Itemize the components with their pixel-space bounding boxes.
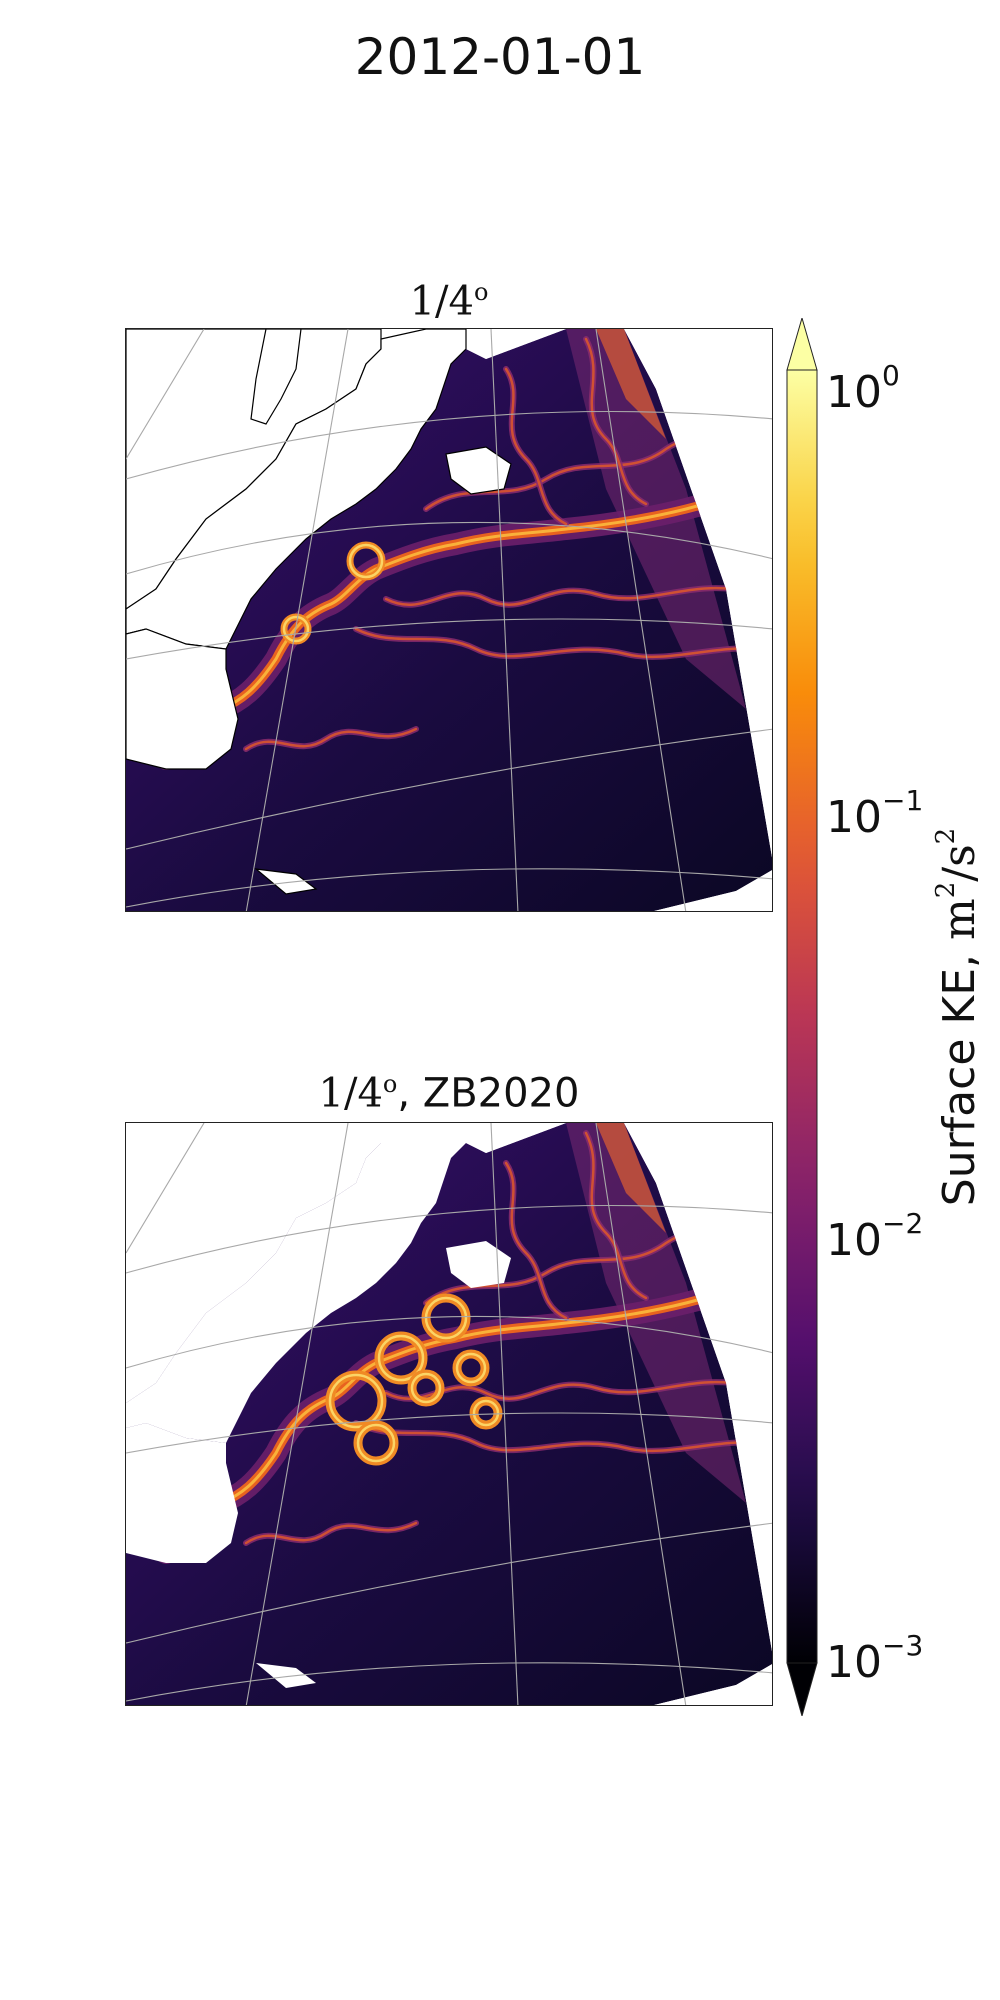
figure-title: 2012-01-01 [354,28,646,86]
ke-filament-core [584,1131,648,1300]
panel-title-degree: o [473,278,489,306]
baffin-land [251,1123,301,1218]
jet-core [164,1281,772,1555]
ke-eddy-core [356,1423,396,1463]
panel-title-baseline: 1/4o [125,278,773,324]
graticule-parallel [126,1662,772,1702]
graticule [126,329,772,911]
ke-map-baseline [126,329,772,911]
ke-eddy-core [377,1334,425,1382]
ke-filament-core [354,1421,768,1453]
graticule-parallel [126,728,772,850]
continental-coast-land [126,329,467,650]
ke-map-zb2020 [126,1123,772,1705]
colorbar [786,318,818,1716]
ke-filament-core [244,1521,418,1545]
colorbar-extend-min [786,1662,818,1716]
caribbean-island [254,868,318,895]
ke-filament-core [354,627,768,659]
panel-title-suffix: , ZB2020 [397,1070,580,1117]
graticule-parallel [126,521,772,575]
graticule-meridian [245,1123,349,1705]
map-panel-zb2020 [125,1122,773,1706]
ke-filament-core [504,1161,568,1320]
graticule-meridian [595,1123,687,1705]
continental-coast-land [126,1123,466,1443]
ke-eddy-core [328,1373,384,1429]
panel-title-zb2020: 1/4o, ZB2020 [125,1070,773,1116]
graticule-parallel [126,1522,772,1644]
graticule-meridian [245,329,349,911]
graticule-parallel [126,1204,772,1274]
colorbar-tick-1e0: 100 [826,359,900,418]
panel-title-math: 1/4 [409,278,474,325]
ke-filament-core [504,367,568,526]
graticule-parallel [126,1412,772,1454]
ke-eddy-core [455,1352,487,1384]
newfoundland-land [446,1241,511,1288]
graticule-parallel [126,1315,772,1369]
colorbar-bar [786,369,818,1664]
colorbar-extend-max [786,318,818,371]
ke-eddy-core [348,543,384,579]
graticule-meridian [126,1123,205,1254]
colorbar-tick-1e-2: 10−2 [826,1207,924,1266]
jet-core [164,487,772,761]
graticule-parallel [126,868,772,908]
caribbean-island [256,1663,316,1688]
ke-eddy-core [472,1399,500,1427]
ke-eddy-core [410,1372,442,1404]
graticule-meridian [490,329,519,911]
panel-title-math: 1/4 [318,1070,383,1117]
graticule-parallel [126,410,772,480]
baffin-land [250,329,302,425]
colorbar-tick-1e-1: 10−1 [826,784,924,843]
north-america-land [126,1123,381,1403]
colorbar-tick-1e-3: 10−3 [826,1629,924,1688]
ke-filament-core [384,586,748,606]
florida-land [126,1423,238,1563]
florida-land [126,628,239,770]
ke-filament-core [584,337,648,506]
graticule-meridian [595,329,687,911]
graticule-meridian [490,1123,519,1705]
map-panel-baseline [125,328,773,912]
graticule [126,1123,772,1705]
ke-eddy-core [282,615,310,643]
newfoundland-land [445,446,512,495]
ke-filament-core [244,727,418,751]
graticule-parallel [126,618,772,660]
colorbar-label: Surface KE, m2/s2 [931,827,985,1207]
panel-title-degree: o [382,1070,398,1098]
graticule-meridian [126,329,205,460]
